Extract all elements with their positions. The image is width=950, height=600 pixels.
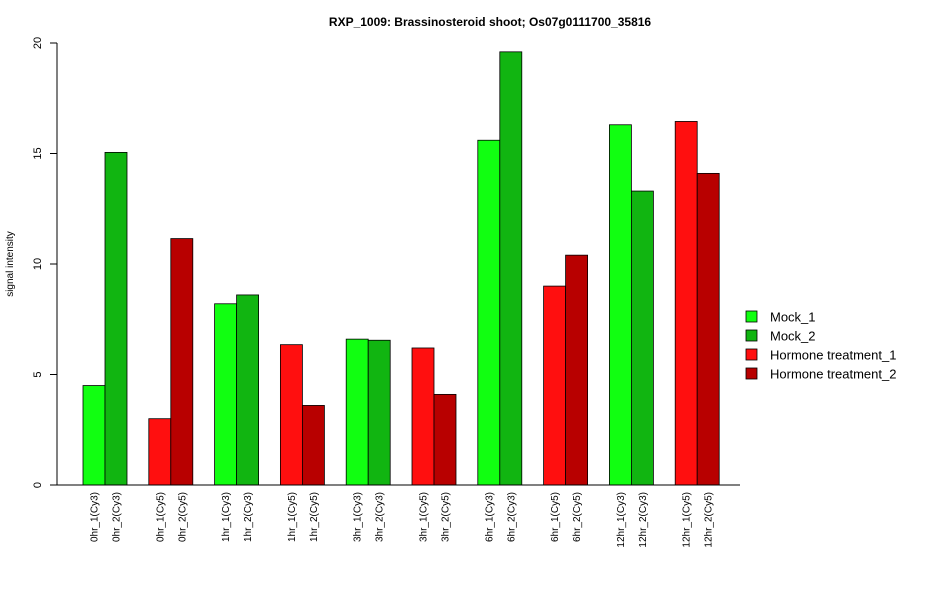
legend-label: Mock_1 [770, 310, 816, 325]
x-tick-label: 0hr_1(Cy5) [155, 492, 166, 542]
bar [477, 139, 501, 486]
bar [411, 347, 435, 486]
chart-title: RXP_1009: Brassinosteroid shoot; Os07g01… [329, 15, 652, 29]
bar [631, 190, 654, 486]
bars-group [82, 51, 720, 486]
x-tick-label: 3hr_1(Cy5) [419, 492, 430, 542]
bar [674, 121, 698, 486]
bar [170, 238, 194, 486]
category-labels: 0hr_1(Cy3) 0hr_2(Cy3) 0hr_1(Cy5) 0hr_2(Cy5)… [90, 492, 715, 548]
x-tick-label: 12hr_2(Cy3) [638, 492, 649, 548]
legend-label: Hormone treatment_2 [770, 367, 896, 382]
x-tick-label: 0hr_2(Cy3) [112, 492, 123, 542]
x-tick-label: 0hr_1(Cy3) [90, 492, 101, 542]
y-tick-label: 10 [32, 258, 44, 270]
bar [696, 172, 720, 486]
x-tick-label: 12hr_2(Cy5) [704, 492, 715, 548]
x-tick-label: 0hr_2(Cy5) [177, 492, 188, 542]
bar [499, 51, 523, 486]
x-tick-label: 6hr_1(Cy5) [550, 492, 561, 542]
x-tick-label: 6hr_2(Cy3) [506, 492, 517, 542]
bar [214, 303, 238, 486]
x-tick-label: 6hr_2(Cy5) [572, 492, 583, 542]
x-tick-label: 1hr_1(Cy3) [221, 492, 232, 542]
bar [82, 385, 106, 486]
x-tick-label: 3hr_2(Cy5) [441, 492, 452, 542]
bar [148, 418, 172, 486]
bar [301, 405, 325, 486]
y-tick-label: 0 [32, 482, 44, 488]
y-tick-label: 15 [32, 147, 44, 159]
y-tick-label: 20 [32, 37, 44, 49]
y-axis-label: signal intensity [5, 231, 16, 297]
x-tick-label: 3hr_2(Cy3) [375, 492, 386, 542]
x-tick-label: 12hr_1(Cy5) [682, 492, 693, 548]
legend-swatch [745, 329, 758, 342]
bar [345, 338, 369, 486]
bar [565, 254, 588, 486]
bar [236, 294, 260, 486]
legend-label: Mock_2 [770, 329, 816, 344]
legend-swatch [745, 348, 758, 361]
x-tick-label: 3hr_1(Cy3) [353, 492, 364, 542]
legend: Mock_1 Mock_2 Hormone treatment_1 Hormone t… [745, 310, 896, 382]
x-tick-label: 12hr_1(Cy3) [616, 492, 627, 548]
bar [433, 393, 457, 486]
bar [543, 285, 566, 486]
y-axis: 0 5 10 15 20 [32, 37, 58, 488]
bar [367, 339, 391, 486]
bar [279, 344, 303, 486]
x-tick-label: 1hr_2(Cy3) [243, 492, 254, 542]
legend-swatch [745, 367, 758, 380]
y-tick-label: 5 [32, 371, 44, 377]
legend-swatch [745, 310, 758, 323]
bar [104, 151, 128, 486]
bar [609, 124, 632, 486]
x-tick-label: 1hr_2(Cy5) [309, 492, 320, 542]
legend-label: Hormone treatment_1 [770, 348, 896, 363]
x-tick-label: 1hr_1(Cy5) [287, 492, 298, 542]
x-tick-label: 6hr_1(Cy3) [484, 492, 495, 542]
